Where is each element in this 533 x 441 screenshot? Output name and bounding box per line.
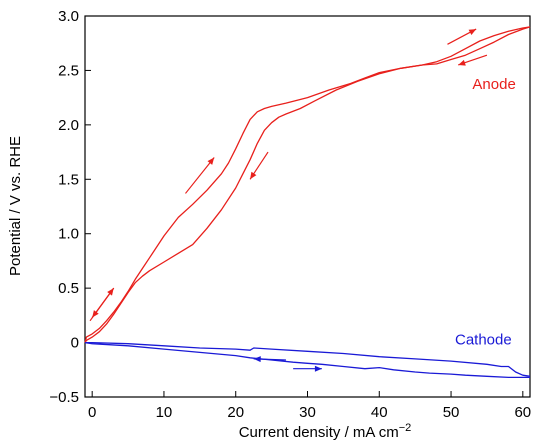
series-line-anode-0 [84,26,531,343]
y-axis: −0.5 0 0.5 1.0 1.5 2.0 2.5 3.0 [49,8,91,406]
series-label-anode: Anode [472,76,515,93]
series-annotations: Anode Cathode [455,76,516,349]
direction-arrow [249,151,269,180]
y-tick-label: 1.5 [58,171,79,188]
y-tick-label: −0.5 [49,389,79,406]
direction-arrow [447,28,477,45]
series-line-cathode-2 [85,341,531,377]
x-tick-label: 10 [156,404,173,421]
y-tick-label: 2.0 [58,117,79,134]
x-tick-label: 40 [371,404,388,421]
direction-arrow [185,157,215,194]
series-line-anode-1 [84,26,531,343]
x-axis-title-exponent: −2 [399,422,412,434]
x-axis: 0 10 20 30 40 50 60 [88,391,531,421]
x-tick-label: 20 [227,404,244,421]
series-label-cathode: Cathode [455,332,512,349]
y-axis-title: Potential / V vs. RHE [7,136,24,276]
series-line-cathode-3 [84,341,530,379]
x-tick-label: 0 [88,404,96,421]
y-tick-label: 0.5 [58,280,79,297]
direction-arrow [458,54,488,66]
y-tick-label: 0 [71,335,79,352]
direction-arrows [89,28,488,372]
y-tick-label: 2.5 [58,62,79,79]
y-tick-label: 1.0 [58,226,79,243]
y-tick-label: 3.0 [58,8,79,25]
x-tick-label: 60 [514,404,531,421]
direction-arrow [293,365,322,372]
x-tick-label: 50 [443,404,460,421]
direction-arrow [253,356,286,363]
series-layer [84,26,531,379]
x-axis-title: Current density / mA cm−2 [239,422,412,441]
direction-arrow [91,287,115,318]
x-tick-label: 30 [299,404,316,421]
